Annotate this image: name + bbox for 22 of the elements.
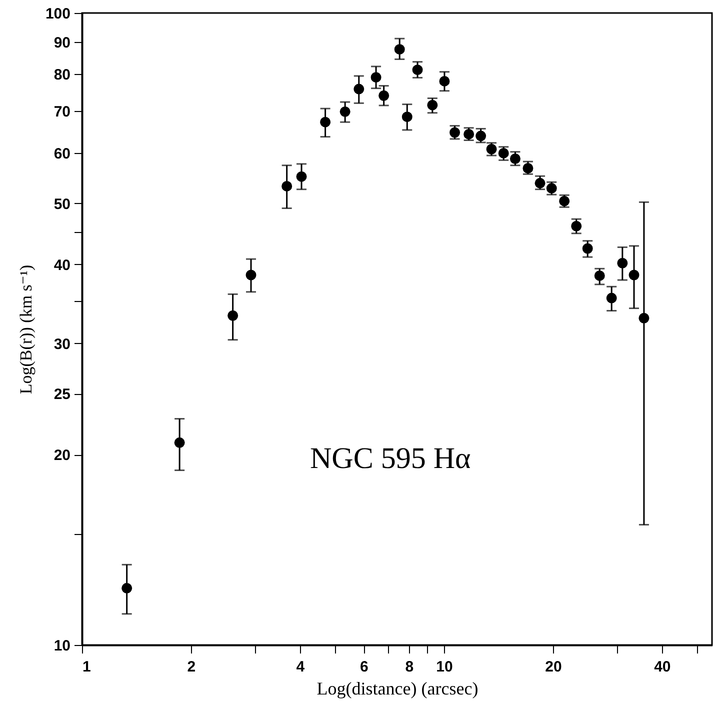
y-tick-label: 70	[54, 103, 70, 120]
y-tick-label: 90	[54, 34, 70, 52]
x-tick-label: 2	[187, 658, 196, 676]
x-axis-title: Log(distance) (arcsec)	[316, 678, 478, 698]
y-tick-label: 40	[54, 257, 70, 274]
y-tick-label: 25	[54, 386, 70, 403]
y-tick-label: 10	[54, 638, 70, 654]
y-tick-label: 100	[45, 6, 70, 22]
y-tick-label: 50	[54, 196, 70, 213]
x-tick-label: 40	[654, 658, 671, 676]
y-tick-label: 20	[54, 447, 70, 464]
x-tick-label: 1	[82, 658, 91, 676]
x-tick-label: 6	[360, 658, 368, 676]
y-axis-title: Log(B(r)) (km s⁻¹)	[16, 264, 36, 394]
y-tick-label: 30	[54, 336, 70, 353]
y-tick-label: 80	[54, 66, 70, 84]
x-tick-label: 8	[405, 658, 414, 676]
annotation: NGC 595 Hα	[310, 442, 472, 475]
x-tick-label: 10	[436, 658, 453, 676]
y-tick-label: 60	[54, 146, 70, 163]
x-tick-label: 20	[545, 658, 562, 676]
x-tick-label: 4	[296, 658, 306, 676]
